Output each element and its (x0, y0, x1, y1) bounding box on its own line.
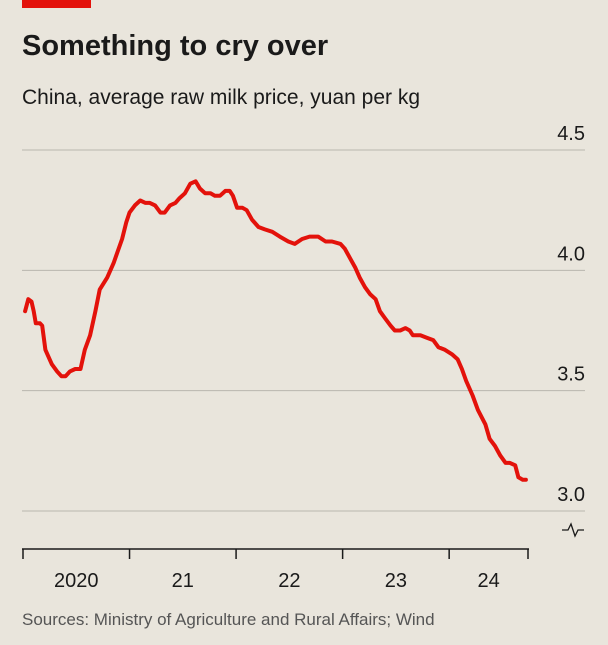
x-tick-label: 2020 (54, 570, 99, 592)
axis-break (562, 522, 584, 538)
chart-title: Something to cry over (22, 30, 328, 62)
y-tick-label: 4.0 (557, 243, 585, 265)
source: Sources: Ministry of Agriculture and Rur… (22, 610, 435, 629)
y-tick-label: 3.5 (557, 364, 585, 386)
x-tick-label: 23 (385, 570, 407, 592)
y-tick-label: 3.0 (557, 484, 585, 506)
chart-subtitle: China, average raw milk price, yuan per … (22, 86, 420, 109)
x-tick-label: 24 (477, 570, 499, 592)
brand-bar (22, 0, 91, 8)
x-tick-label: 22 (278, 570, 300, 592)
y-tick-label: 4.5 (557, 123, 585, 145)
x-tick-label: 21 (172, 570, 194, 592)
data-line (23, 179, 528, 482)
